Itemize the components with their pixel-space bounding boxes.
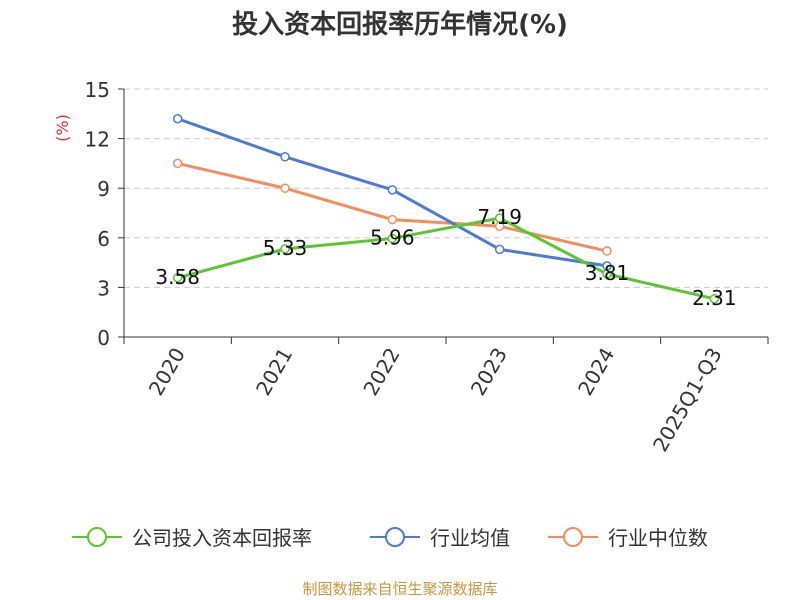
data-point [172, 273, 183, 283]
y-tick-label: 0 [97, 326, 110, 350]
legend[interactable]: 公司投入资本回报率 行业均值 行业中位数 [72, 526, 708, 550]
data-point [602, 269, 612, 279]
legend-marker [385, 527, 405, 547]
x-tick-label: 2023 [466, 343, 512, 399]
data-label: 5.33 [263, 236, 308, 260]
data-point [280, 152, 290, 162]
y-axis-label: (%) [53, 114, 72, 142]
data-label: 7.19 [477, 205, 522, 229]
series-line [177, 216, 715, 301]
y-tick-label: 15 [85, 78, 110, 102]
data-point [709, 294, 720, 304]
data-point [602, 246, 612, 256]
data-point [387, 185, 398, 195]
gridlines [124, 88, 768, 288]
data-point [172, 114, 183, 124]
x-tick-label: 2024 [573, 344, 619, 400]
data-label: 5.96 [370, 225, 415, 249]
legend-label: 行业均值 [430, 526, 510, 550]
chart-title: 投入资本回报率历年情况(%) [232, 10, 568, 40]
source-note: 制图数据来自恒生聚源数据库 [302, 580, 498, 598]
data-labels: 3.58 5.33 5.96 7.19 3.81 2.31 [155, 205, 736, 310]
data-label: 3.58 [155, 265, 200, 289]
data-label: 3.81 [585, 261, 630, 285]
data-point [494, 244, 505, 255]
x-tick-label: 2022 [358, 344, 404, 400]
x-tick-label: 2025Q1-Q3 [648, 344, 727, 456]
x-tick-label: 2021 [251, 344, 297, 400]
data-point [387, 233, 398, 244]
data-label: 2.31 [692, 286, 737, 310]
y-tick-label: 3 [97, 276, 110, 300]
data-point [172, 158, 183, 169]
legend-label: 公司投入资本回报率 [132, 526, 312, 550]
series-lines [172, 114, 720, 304]
y-tick-label: 6 [97, 227, 110, 251]
legend-label: 行业中位数 [608, 526, 708, 550]
y-tick-label: 12 [85, 128, 110, 152]
x-tick-label: 2020 [144, 344, 190, 400]
y-tick-label: 9 [97, 177, 110, 201]
data-point [280, 244, 290, 254]
data-point [494, 213, 505, 223]
data-point [280, 183, 290, 193]
legend-marker [563, 527, 583, 547]
data-point [387, 214, 398, 225]
legend-marker [87, 527, 107, 547]
